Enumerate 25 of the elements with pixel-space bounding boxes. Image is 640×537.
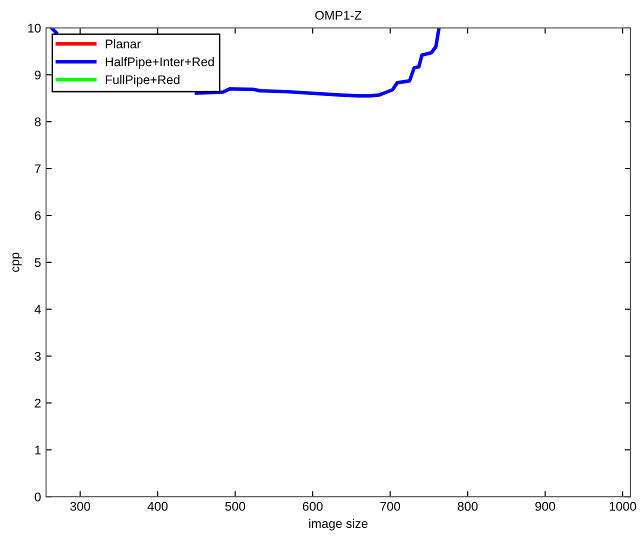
x-axis-title: image size xyxy=(309,518,368,530)
y-tick-label: 3 xyxy=(34,352,41,361)
y-tick-label: 0 xyxy=(34,492,41,502)
y-tick-label: 7 xyxy=(34,164,41,174)
y-tick-label: 5 xyxy=(34,258,41,267)
x-tick-label: 900 xyxy=(535,502,556,511)
y-tick-label: 2 xyxy=(34,398,41,408)
y-tick-label: 8 xyxy=(34,117,41,126)
y-axis-title: cpp xyxy=(12,252,22,272)
y-tick-label: 10 xyxy=(28,24,41,33)
x-tick-label: 700 xyxy=(380,502,400,511)
y-tick-label: 9 xyxy=(34,70,41,80)
legend-label: FullPipe+Red xyxy=(106,74,180,87)
chart-title: OMP1-Z xyxy=(315,10,362,20)
x-tick-label: 500 xyxy=(225,502,246,511)
y-tick-label: 4 xyxy=(34,305,41,314)
legend-label: HalfPipe+Inter+Red xyxy=(106,57,214,69)
x-tick-label: 600 xyxy=(302,502,323,511)
x-tick-label: 1000 xyxy=(610,502,636,511)
legend-label: Planar xyxy=(106,39,141,48)
y-tick-label: 1 xyxy=(35,446,41,454)
x-tick-label: 800 xyxy=(458,502,478,511)
x-tick-label: 300 xyxy=(70,502,90,511)
y-tick-label: 6 xyxy=(34,211,41,220)
x-tick-label: 400 xyxy=(148,502,168,511)
